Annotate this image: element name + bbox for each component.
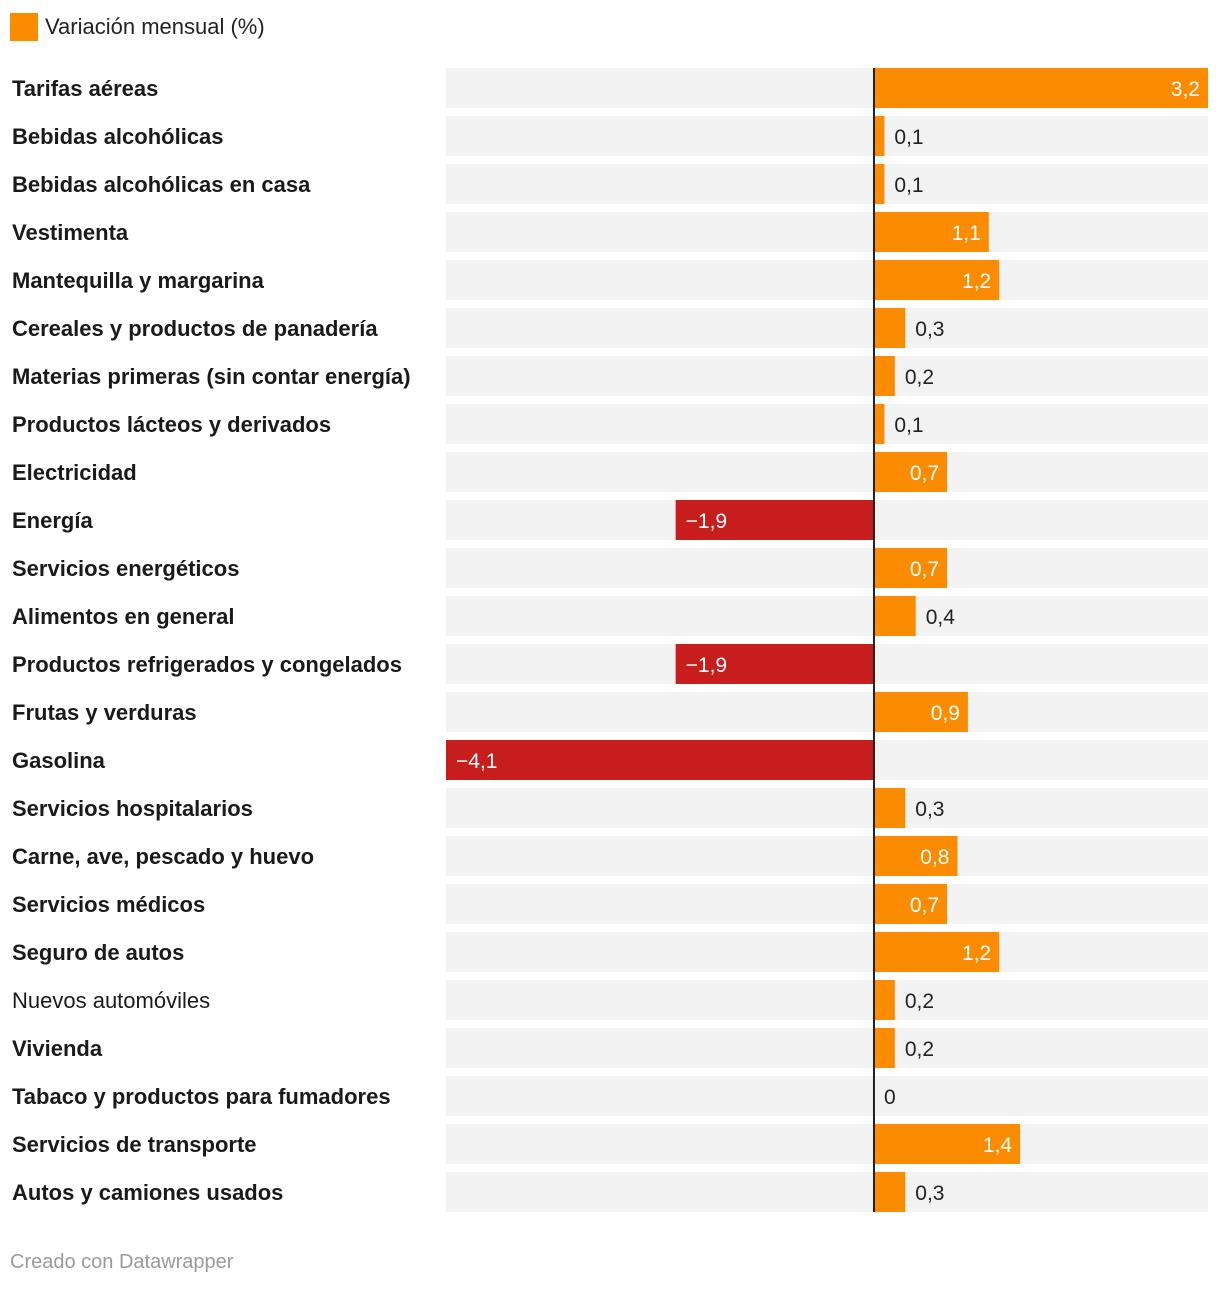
bar [873,980,895,1020]
value-label: 3,2 [1171,78,1200,101]
bar [873,1124,1021,1164]
bar [446,740,874,780]
value-label: 0,1 [894,174,923,197]
bar [873,68,1208,108]
bar-track [446,884,1208,924]
bar [873,596,916,636]
category-label: Vivienda [12,1036,103,1061]
value-label: −1,9 [686,510,727,533]
bar [873,692,968,732]
category-label: Vestimenta [12,220,129,245]
category-label: Carne, ave, pescado y huevo [12,844,314,869]
value-label: 0,3 [915,318,944,341]
value-label: 1,1 [952,222,981,245]
bar [873,932,1000,972]
value-label: 0,2 [905,990,934,1013]
bar-track [446,1028,1208,1068]
value-label: 0,8 [920,846,949,869]
bar-track [446,356,1208,396]
footer-credit: Creado con Datawrapper [10,1251,234,1273]
bar [873,212,989,252]
category-label: Frutas y verduras [12,700,197,725]
bar-track [446,932,1208,972]
value-label: 0,7 [910,462,939,485]
bar-track [446,212,1208,252]
bar-track [446,692,1208,732]
value-label: 0,3 [915,1182,944,1205]
category-label: Seguro de autos [12,940,184,965]
bar [873,308,906,348]
category-label: Servicios médicos [12,892,205,917]
bar [873,548,948,588]
category-label: Servicios hospitalarios [12,796,253,821]
bar-chart: Tarifas aéreas 3,2 Bebidas alcohólicas 0,1 B… [12,68,1208,1212]
value-label: 0,3 [915,798,944,821]
category-label: Servicios energéticos [12,556,239,581]
bar [873,356,895,396]
bar [873,788,906,828]
legend: Variación mensual (%) [10,12,265,42]
value-label: 0,7 [910,558,939,581]
category-label: Gasolina [12,748,106,773]
value-label: −1,9 [686,654,727,677]
value-label: 0,9 [931,702,960,725]
bar-track [446,116,1208,156]
category-label: Nuevos automóviles [12,988,210,1013]
category-label: Servicios de transporte [12,1132,257,1157]
category-label: Energía [12,508,93,533]
bar [873,116,885,156]
bar-track [446,404,1208,444]
bar [873,164,885,204]
bar [873,452,948,492]
category-label: Bebidas alcohólicas en casa [12,172,311,197]
bar-track [446,596,1208,636]
bar-track [446,1124,1208,1164]
bar [873,1172,906,1212]
legend-label: Variación mensual (%) [45,14,265,39]
value-label: −4,1 [456,750,497,773]
category-label: Tabaco y productos para fumadores [12,1084,391,1109]
value-label: 1,2 [962,942,991,965]
bar [675,644,874,684]
category-label: Productos refrigerados y congelados [12,652,402,677]
value-label: 0,4 [926,606,956,629]
category-label: Mantequilla y margarina [12,268,265,293]
category-label: Cereales y productos de panadería [12,316,378,341]
bar [873,884,948,924]
value-label: 0 [884,1086,896,1109]
category-label: Alimentos en general [12,604,235,629]
bar-track [446,788,1208,828]
bar [873,260,1000,300]
bar-track [446,452,1208,492]
bar-track [446,1172,1208,1212]
legend-swatch [10,13,38,41]
bar-track [446,308,1208,348]
category-label: Bebidas alcohólicas [12,124,224,149]
value-label: 0,2 [905,1038,934,1061]
bar-track [446,836,1208,876]
value-label: 0,1 [894,414,923,437]
bar-track [446,980,1208,1020]
bar [873,836,958,876]
bar-track [446,260,1208,300]
value-label: 0,1 [894,126,923,149]
category-label: Electricidad [12,460,137,485]
bar-track [446,548,1208,588]
value-label: 0,7 [910,894,939,917]
category-label: Productos lácteos y derivados [12,412,331,437]
value-label: 0,2 [905,366,934,389]
bar-track [446,164,1208,204]
value-label: 1,2 [962,270,991,293]
value-label: 1,4 [983,1134,1013,1157]
category-label: Autos y camiones usados [12,1180,283,1205]
category-label: Tarifas aéreas [12,76,158,101]
category-label: Materias primeras (sin contar energía) [12,364,411,389]
bar [873,1028,895,1068]
bar [873,404,885,444]
bar [675,500,874,540]
bar-track [446,1076,1208,1116]
